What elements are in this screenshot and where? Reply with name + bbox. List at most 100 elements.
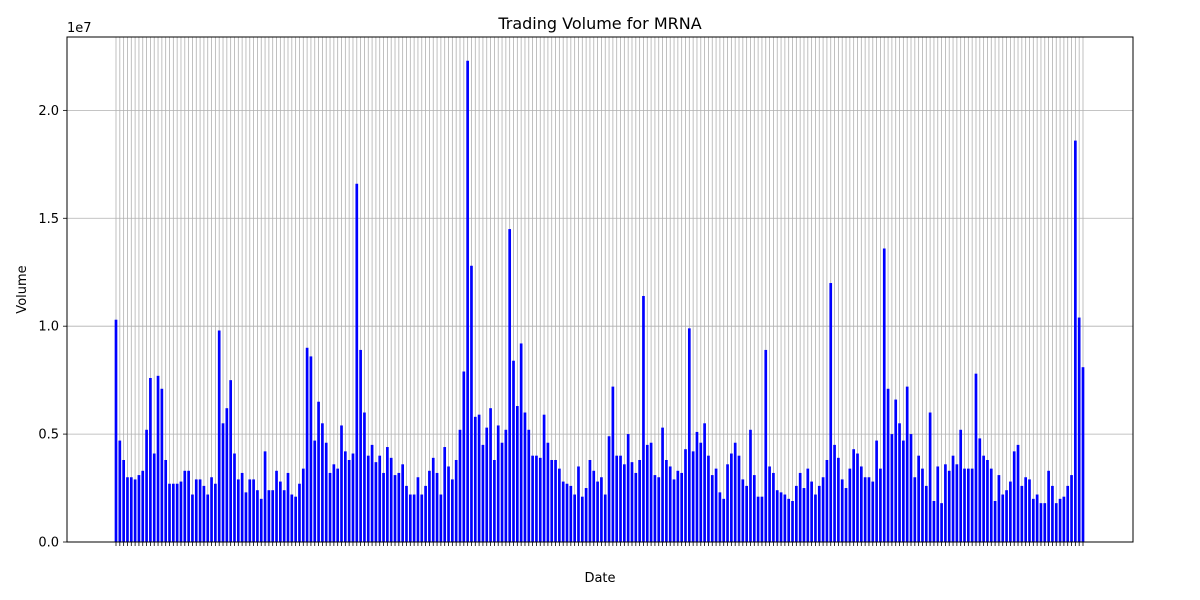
volume-bar: [179, 481, 183, 542]
volume-bar: [271, 490, 275, 542]
volume-bar: [332, 464, 336, 542]
volume-bar: [791, 500, 794, 542]
y-tick-label: 1.0: [38, 320, 59, 335]
volume-bar: [814, 494, 817, 542]
volume-bar: [481, 444, 485, 542]
volume-bar: [970, 468, 974, 542]
volume-bar: [531, 455, 534, 542]
volume-bar: [837, 457, 840, 542]
volume-bar: [963, 468, 966, 542]
volume-bar: [187, 470, 190, 542]
volume-bar: [160, 388, 164, 542]
volume-bar: [1016, 444, 1020, 542]
volume-bar: [749, 429, 752, 542]
volume-bar: [859, 466, 863, 542]
volume-bar: [466, 60, 469, 542]
volume-bar: [890, 434, 894, 542]
volume-bar: [974, 373, 978, 542]
volume-bar: [1005, 490, 1008, 542]
volume-bar: [263, 451, 267, 542]
volume-bar: [324, 442, 328, 542]
volume-bar: [493, 459, 496, 542]
volume-bar: [619, 455, 622, 542]
volume-bar: [202, 485, 206, 542]
volume-bar: [496, 425, 500, 542]
x-axis-label: Date: [584, 571, 615, 586]
volume-bar: [741, 479, 745, 542]
volume-bar: [817, 485, 821, 542]
volume-bar: [917, 455, 920, 542]
volume-bar: [485, 427, 489, 542]
volume-bar: [569, 485, 573, 542]
volume-bar: [126, 477, 129, 542]
volume-bar: [451, 479, 454, 542]
volume-bar: [1009, 481, 1012, 542]
volume-bar: [286, 472, 290, 542]
volume-bar: [363, 412, 366, 542]
volume-bar: [558, 468, 561, 542]
volume-bar: [275, 470, 278, 542]
volume-bar: [217, 330, 221, 542]
volume-bar: [267, 490, 271, 542]
volume-bar: [592, 470, 596, 542]
volume-bar: [1054, 503, 1058, 542]
volume-bar: [122, 459, 125, 542]
volume-bar: [1020, 485, 1024, 542]
y-tick-label: 0.5: [38, 428, 59, 443]
volume-bar: [233, 453, 236, 542]
volume-bar: [171, 483, 175, 542]
volume-bar: [752, 475, 756, 542]
volume-bar: [607, 436, 611, 542]
volume-bar: [317, 401, 320, 542]
volume-bar: [294, 496, 297, 542]
volume-bar: [309, 356, 313, 542]
volume-bar: [764, 349, 768, 542]
volume-bar: [695, 431, 699, 542]
volume-bar: [401, 464, 404, 542]
volume-bar: [886, 388, 890, 542]
volume-bar: [623, 464, 626, 542]
volume-bar: [420, 494, 424, 542]
volume-bar: [435, 472, 439, 542]
volume-bar: [313, 440, 317, 542]
volume-bar: [554, 459, 557, 542]
volume-bar: [871, 481, 875, 542]
volume-bar: [321, 423, 324, 542]
volume-bar: [825, 459, 829, 542]
volume-bar: [118, 440, 122, 542]
volume-bar: [535, 455, 538, 542]
volume-bar: [600, 477, 603, 542]
volume-bar: [382, 472, 385, 542]
volume-bar: [538, 457, 542, 542]
volume-bar: [932, 500, 936, 542]
volume-bar: [443, 447, 447, 542]
volume-bar: [198, 479, 202, 542]
volume-bar: [366, 455, 370, 542]
volume-bar: [378, 455, 382, 542]
volume-bar: [164, 459, 168, 542]
volume-bar: [191, 494, 194, 542]
volume-bar: [405, 485, 408, 542]
volume-bars: [114, 60, 1085, 543]
y-axis-label: Volume: [15, 265, 30, 313]
volume-bar: [1058, 498, 1062, 542]
volume-bar: [210, 477, 213, 542]
volume-bar: [772, 472, 775, 542]
volume-bar: [867, 477, 871, 542]
volume-bar: [596, 481, 599, 542]
volume-bar: [145, 429, 148, 542]
volume-bar: [989, 468, 993, 542]
volume-bar: [875, 440, 878, 542]
volume-bar: [1070, 475, 1073, 542]
volume-bar: [722, 498, 726, 542]
volume-bar: [137, 475, 141, 542]
volume-bar: [603, 494, 607, 542]
volume-bar: [236, 479, 240, 542]
volume-bar: [1001, 494, 1005, 542]
volume-bar: [680, 472, 684, 542]
volume-bar: [374, 462, 378, 542]
volume-bar: [1035, 494, 1039, 542]
volume-bar: [665, 459, 668, 542]
volume-bar: [1043, 503, 1047, 542]
y-tick-label: 0.0: [38, 536, 59, 551]
